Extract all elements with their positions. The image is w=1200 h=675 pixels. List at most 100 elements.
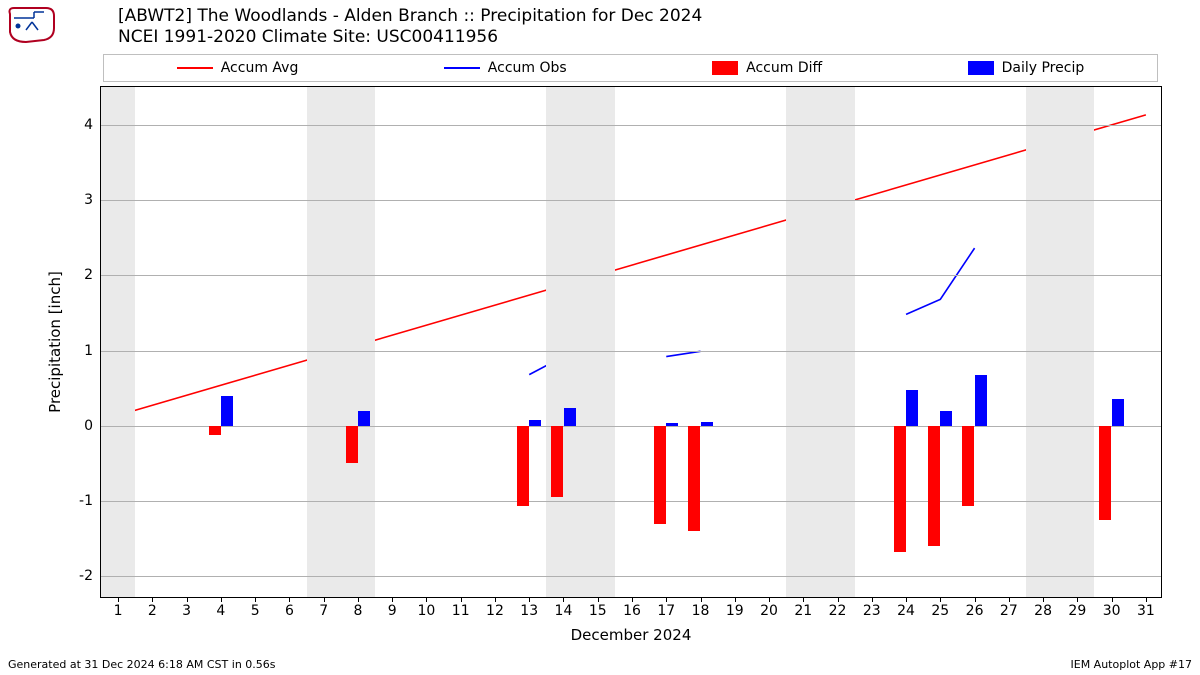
weekend-band — [1026, 87, 1095, 597]
xtick-label: 29 — [1068, 603, 1086, 619]
ytick-label: -1 — [79, 493, 93, 509]
plot-svg — [101, 87, 1163, 599]
xtick-label: 28 — [1034, 603, 1052, 619]
legend: Accum AvgAccum ObsAccum DiffDaily Precip — [103, 54, 1158, 82]
bar — [666, 423, 678, 426]
xtick — [1009, 597, 1010, 602]
xtick — [495, 597, 496, 602]
xtick — [598, 597, 599, 602]
weekend-band — [101, 87, 135, 597]
legend-item: Accum Diff — [698, 60, 836, 76]
gridline — [101, 351, 1161, 352]
bar — [1099, 426, 1111, 520]
xtick — [1077, 597, 1078, 602]
xtick-label: 7 — [319, 603, 328, 619]
gridline — [101, 125, 1161, 126]
xtick — [289, 597, 290, 602]
bar — [564, 408, 576, 426]
series-line — [118, 115, 1146, 415]
series-line — [906, 248, 975, 314]
xtick — [426, 597, 427, 602]
xtick-label: 18 — [692, 603, 710, 619]
xtick — [529, 597, 530, 602]
bar — [940, 411, 952, 426]
xtick — [1043, 597, 1044, 602]
xtick-label: 27 — [1000, 603, 1018, 619]
xtick-label: 12 — [486, 603, 504, 619]
xtick-label: 21 — [794, 603, 812, 619]
ytick-label: 0 — [84, 418, 93, 434]
y-axis-label: Precipitation [inch] — [46, 271, 64, 413]
weekend-band — [546, 87, 615, 597]
xtick-label: 26 — [966, 603, 984, 619]
bar — [701, 422, 713, 426]
xtick — [803, 597, 804, 602]
xtick-label: 17 — [657, 603, 675, 619]
xtick-label: 19 — [726, 603, 744, 619]
bar — [962, 426, 974, 507]
xtick — [975, 597, 976, 602]
xtick — [838, 597, 839, 602]
xtick-label: 11 — [452, 603, 470, 619]
xtick — [1146, 597, 1147, 602]
x-axis-label: December 2024 — [571, 626, 692, 644]
xtick-label: 6 — [285, 603, 294, 619]
xtick-label: 5 — [251, 603, 260, 619]
xtick-label: 20 — [760, 603, 778, 619]
footer-appid: IEM Autoplot App #17 — [1071, 658, 1193, 671]
xtick — [324, 597, 325, 602]
xtick — [461, 597, 462, 602]
legend-label: Daily Precip — [1002, 60, 1085, 76]
xtick-label: 1 — [114, 603, 123, 619]
legend-item: Accum Avg — [163, 60, 313, 76]
xtick-label: 31 — [1137, 603, 1155, 619]
xtick — [221, 597, 222, 602]
xtick — [666, 597, 667, 602]
bar — [894, 426, 906, 552]
gridline — [101, 275, 1161, 276]
xtick-label: 4 — [216, 603, 225, 619]
xtick — [563, 597, 564, 602]
legend-swatch — [444, 67, 480, 69]
ytick-label: 3 — [84, 192, 93, 208]
xtick — [632, 597, 633, 602]
xtick — [392, 597, 393, 602]
xtick — [872, 597, 873, 602]
xtick — [906, 597, 907, 602]
plot-area: -2-1012341234567891011121314151617181920… — [100, 86, 1162, 598]
xtick-label: 2 — [148, 603, 157, 619]
xtick-label: 9 — [388, 603, 397, 619]
gridline — [101, 426, 1161, 427]
gridline — [101, 501, 1161, 502]
bar — [1112, 399, 1124, 426]
bar — [529, 420, 541, 426]
gridline — [101, 200, 1161, 201]
xtick-label: 22 — [829, 603, 847, 619]
legend-swatch — [712, 61, 738, 75]
bar — [358, 411, 370, 426]
bar — [928, 426, 940, 546]
bar — [551, 426, 563, 497]
legend-label: Accum Diff — [746, 60, 822, 76]
bar — [346, 426, 358, 463]
ytick-label: -2 — [79, 568, 93, 584]
bar — [906, 390, 918, 426]
xtick-label: 14 — [555, 603, 573, 619]
xtick — [701, 597, 702, 602]
ytick-label: 1 — [84, 343, 93, 359]
chart-title: [ABWT2] The Woodlands - Alden Branch :: … — [118, 6, 702, 49]
gridline — [101, 576, 1161, 577]
xtick — [940, 597, 941, 602]
xtick-label: 30 — [1103, 603, 1121, 619]
xtick — [118, 597, 119, 602]
xtick-label: 16 — [623, 603, 641, 619]
legend-item: Daily Precip — [954, 60, 1099, 76]
xtick-label: 23 — [863, 603, 881, 619]
bar — [517, 426, 529, 507]
xtick-label: 25 — [931, 603, 949, 619]
legend-label: Accum Avg — [221, 60, 299, 76]
title-line-1: [ABWT2] The Woodlands - Alden Branch :: … — [118, 6, 702, 27]
legend-swatch — [177, 67, 213, 69]
bar — [221, 396, 233, 426]
ytick-label: 2 — [84, 267, 93, 283]
